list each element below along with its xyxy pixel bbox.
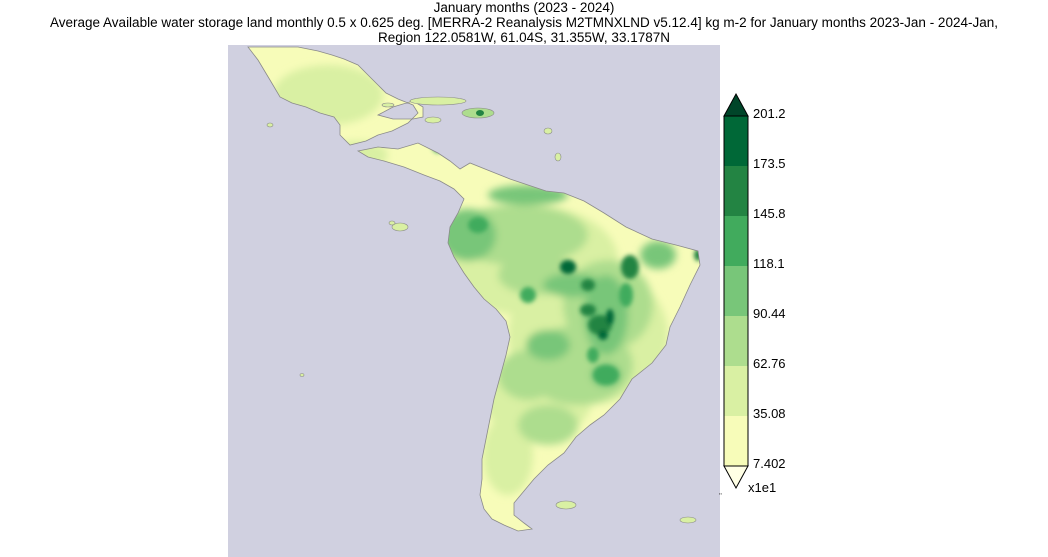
colorbar-label-3: 145.8: [753, 206, 786, 221]
colorbar-legend: 201.2 173.5 145.8 118.1 90.44 62.76 35.0…: [718, 90, 818, 500]
south-atlantic-islands: [299, 373, 697, 524]
colorbar-scale-label: x1e1: [748, 480, 776, 495]
map-canvas: [228, 45, 720, 557]
stray-mark: ": [719, 492, 722, 501]
colorbar-bin-6: [724, 366, 748, 416]
colorbar-label-7: 35.08: [753, 406, 786, 421]
map-title: January months (2023 - 2024) Average Ava…: [0, 0, 1048, 45]
colorbar-bin-2: [724, 166, 748, 216]
map-panel: [228, 45, 720, 557]
colorbar-label-1: 201.2: [753, 106, 786, 121]
colorbar-label-2: 173.5: [753, 156, 786, 171]
colorbar-bin-4: [724, 266, 748, 316]
colorbar-bin-1: [724, 116, 748, 166]
colorbar-svg: 201.2 173.5 145.8 118.1 90.44 62.76 35.0…: [723, 92, 786, 495]
title-region: Region 122.0581W, 61.04S, 31.355W, 33.17…: [378, 30, 670, 45]
caribbean-islands: [266, 96, 562, 162]
colorbar-bins: [723, 115, 749, 467]
galapagos-islands: [388, 220, 409, 232]
title-period: January months (2023 - 2024): [433, 0, 615, 15]
colorbar-label-8: 7.402: [753, 456, 786, 471]
colorbar-over-arrow: [723, 92, 749, 117]
colorbar-tick-labels: 201.2 173.5 145.8 118.1 90.44 62.76 35.0…: [748, 106, 786, 495]
colorbar-label-6: 62.76: [753, 356, 786, 371]
colorbar-label-4: 118.1: [753, 256, 785, 271]
title-description: Average Available water storage land mon…: [50, 15, 998, 30]
colorbar-bin-5: [724, 316, 748, 366]
colorbar-under-arrow: [723, 465, 749, 490]
colorbar-bin-3: [724, 216, 748, 266]
colorbar-label-5: 90.44: [753, 306, 786, 321]
colorbar-bin-7: [724, 416, 748, 466]
